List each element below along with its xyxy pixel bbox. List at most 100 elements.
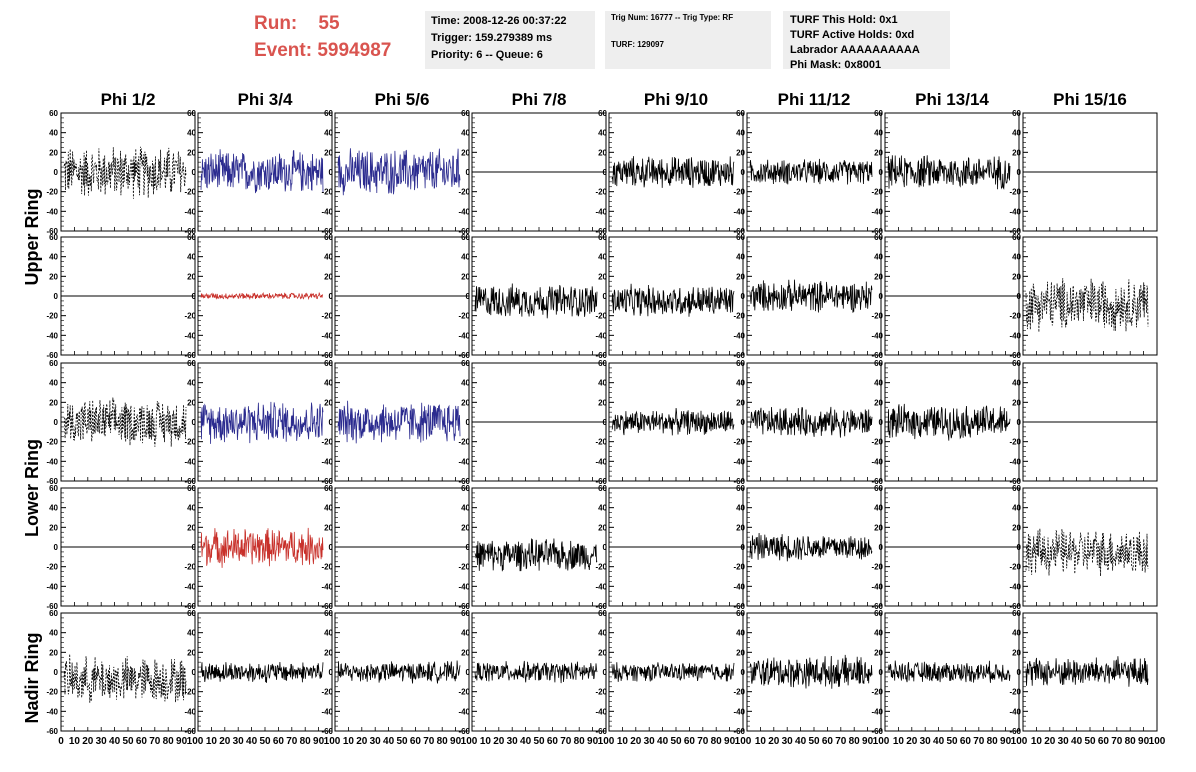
panel-r1-c7-ylabel: 20 <box>874 148 883 157</box>
panel-r4-c2-ylabel: -20 <box>184 563 196 572</box>
x-tick-label-c6-4: 40 <box>795 736 807 747</box>
panel-r2-c2-ylabel: -40 <box>184 331 196 340</box>
panel-r4-c6-ylabel: 20 <box>736 523 745 532</box>
panel-r5-c1-ylabel: 40 <box>49 629 58 638</box>
panel-r2-c3-ylabel: 60 <box>324 233 333 242</box>
panel-r3-c4-ylabel: 60 <box>461 359 470 368</box>
panel-r4-c6-ylabel: -20 <box>733 563 745 572</box>
panel-r1-c7-ylabel: 0 <box>879 168 884 177</box>
panel-r2-c8-frame <box>1022 236 1158 356</box>
x-tick-label-c7-8: 80 <box>987 736 999 747</box>
panel-r1-c3-ylabel: 40 <box>324 129 333 138</box>
trigger-info-box: Trig Num: 16777 -- Trig Type: RF TURF: 1… <box>605 11 771 69</box>
panel-r4-c5-ylabel: -60 <box>595 602 607 611</box>
panel-r2-c1-ylabel: 60 <box>49 233 58 242</box>
panel-r5-c7-ylabel: 40 <box>874 629 883 638</box>
x-tick-label-c5-9: 90 <box>724 736 736 747</box>
panel-r5-c7-ylabel: -60 <box>871 727 883 736</box>
panel-r2-c6-ylabel: 0 <box>741 292 746 301</box>
panel-r2-c2-trace <box>200 291 324 301</box>
panel-r4-c4-ylabel: 40 <box>461 504 470 513</box>
panel-r2-c7-ylabel: -40 <box>871 331 883 340</box>
panel-r3-c6-ylabel: -20 <box>733 438 745 447</box>
panel-r4-c4-ylabel: 0 <box>466 543 471 552</box>
panel-r2-c7-ylabel: 40 <box>874 253 883 262</box>
event-value: 5994987 <box>317 40 392 61</box>
panel-r3-c2-ylabel: -40 <box>184 457 196 466</box>
panel-r2-c1-ylabel: -60 <box>46 351 58 360</box>
x-tick-label-c3-5: 50 <box>396 736 408 747</box>
panel-r1-c5-ylabel: -60 <box>595 227 607 236</box>
panel-r1-c3-ylabel: -60 <box>321 227 333 236</box>
panel-r2-c1-ylabel: 40 <box>49 253 58 262</box>
panel-r1-c2-ylabel: 20 <box>187 148 196 157</box>
panel-r2-c7-ylabel: -20 <box>871 312 883 321</box>
x-tick-label-c6-10: 100 <box>873 736 890 747</box>
panel-r1-c7-trace <box>887 155 1011 190</box>
x-tick-label-c6-3: 30 <box>782 736 794 747</box>
panel-r5-c8-ylabel: -20 <box>1009 688 1021 697</box>
panel-r5-c4-ylabel: -60 <box>458 727 470 736</box>
panel-r2-c8-ylabel: 40 <box>1012 253 1021 262</box>
panel-r3-c6-ylabel: 60 <box>736 359 745 368</box>
panel-r2-c6-ylabel: 60 <box>736 233 745 242</box>
panel-r3-c1-ylabel: 20 <box>49 398 58 407</box>
panel-r1-c6-trace <box>749 158 873 185</box>
x-tick-label-c1-9: 90 <box>176 736 188 747</box>
panel-r5-c5-trace <box>611 662 735 682</box>
panel-r3-c5-ylabel: -40 <box>595 457 607 466</box>
panel-r5-c8-ylabel: -60 <box>1009 727 1021 736</box>
panel-r3-c6-ylabel: -60 <box>733 477 745 486</box>
panel-r4-c6-ylabel: 60 <box>736 484 745 493</box>
panel-r1-c1-ylabel: -20 <box>46 188 58 197</box>
panel-r5-c8-ylabel: 0 <box>1017 668 1022 677</box>
x-tick-label-c7-5: 50 <box>946 736 958 747</box>
panel-r5-c5-ylabel: 0 <box>603 668 608 677</box>
panel-r4-c6-ylabel: 0 <box>741 543 746 552</box>
panel-r5-c6-trace <box>749 654 873 689</box>
panel-r1-c6-ylabel: -20 <box>733 188 745 197</box>
panel-r2-c4-ylabel: 20 <box>461 272 470 281</box>
panel-r4-c8-ylabel: -20 <box>1009 563 1021 572</box>
run-label: Run: <box>254 13 298 34</box>
x-tick-label-c5-4: 40 <box>657 736 669 747</box>
panel-r4-c1-ylabel: 60 <box>49 484 58 493</box>
panel-r4-c2-ylabel: 0 <box>192 543 197 552</box>
panel-r3-c3-ylabel: -40 <box>321 457 333 466</box>
panel-r3-c5-ylabel: -60 <box>595 477 607 486</box>
panel-r3-c2-ylabel: 40 <box>187 379 196 388</box>
panel-r3-c1-ylabel: 40 <box>49 379 58 388</box>
panel-r3-c4-ylabel: 20 <box>461 398 470 407</box>
x-tick-label-c7-2: 20 <box>906 736 918 747</box>
x-tick-label-c2-2: 20 <box>219 736 231 747</box>
panel-r1-c3-trace <box>337 148 461 196</box>
panel-r3-c3-ylabel: 60 <box>324 359 333 368</box>
x-tick-label-c8-8: 80 <box>1125 736 1137 747</box>
x-tick-label-c4-3: 30 <box>507 736 519 747</box>
panel-r5-c4-ylabel: -40 <box>458 707 470 716</box>
panel-r4-c8-trace <box>1025 528 1149 577</box>
panel-r3-c6-ylabel: 0 <box>741 418 746 427</box>
x-tick-label-c1-8: 80 <box>163 736 175 747</box>
panel-r1-c6-ylabel: -40 <box>733 207 745 216</box>
panel-r2-c7-ylabel: -60 <box>871 351 883 360</box>
panel-r5-c2-ylabel: 60 <box>187 609 196 618</box>
panel-r4-c3-ylabel: -40 <box>321 582 333 591</box>
time-info-box: Time: 2008-12-26 00:37:22 Trigger: 159.2… <box>425 11 595 69</box>
x-tick-label-c8-2: 20 <box>1044 736 1056 747</box>
panel-r1-c4-ylabel: -20 <box>458 188 470 197</box>
x-tick-label-c7-6: 60 <box>960 736 972 747</box>
panel-r5-c2-ylabel: 20 <box>187 648 196 657</box>
panel-r5-c1-ylabel: -40 <box>46 707 58 716</box>
x-tick-label-c1-3: 30 <box>96 736 108 747</box>
x-tick-label-c1-10: 100 <box>187 736 204 747</box>
panel-r5-c6-ylabel: 0 <box>741 668 746 677</box>
panel-r3-c2-ylabel: 60 <box>187 359 196 368</box>
run-row: Run: 55 <box>254 10 391 37</box>
x-tick-label-c7-9: 90 <box>1000 736 1012 747</box>
x-tick-label-c4-6: 60 <box>547 736 559 747</box>
panel-r2-c6-ylabel: 40 <box>736 253 745 262</box>
x-tick-label-c8-9: 90 <box>1138 736 1150 747</box>
panel-r5-c5-ylabel: -20 <box>595 688 607 697</box>
panel-r4-c4-trace <box>474 538 598 572</box>
